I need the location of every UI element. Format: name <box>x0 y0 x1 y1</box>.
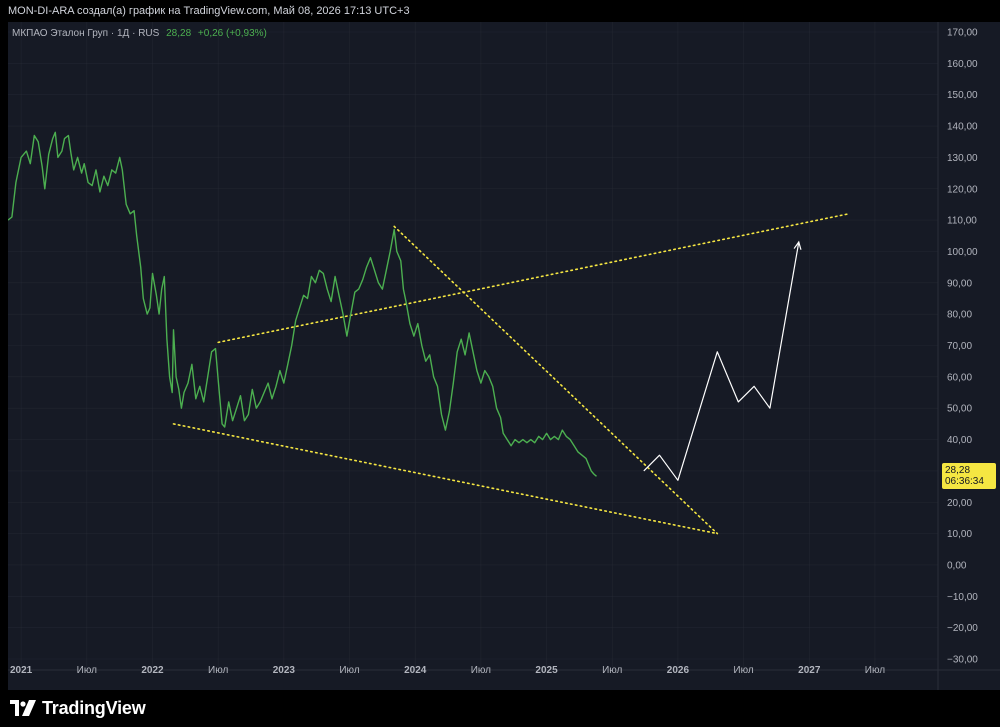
price-tick-label: 0,00 <box>947 560 967 571</box>
price-tick-label: 130,00 <box>947 153 978 164</box>
price-tick-label: 150,00 <box>947 90 978 101</box>
grid-lines <box>8 22 938 670</box>
time-tick-label: Июл <box>208 665 228 676</box>
price-tick-label: −20,00 <box>947 623 978 634</box>
time-tick-label: 2026 <box>667 665 690 676</box>
price-axis[interactable]: 170,00 160,00 150,00 140,00 130,00 120,00 110,… <box>937 22 978 690</box>
symbol-name[interactable]: МКПАО Эталон Груп · 1Д · RUS <box>12 28 160 39</box>
brand-name: TradingView <box>42 697 146 718</box>
projection-path <box>643 241 800 481</box>
price-tick-label: 60,00 <box>947 372 972 383</box>
price-tick-label: 50,00 <box>947 404 972 415</box>
time-tick-label: Июл <box>77 665 97 676</box>
time-tick-label: Июл <box>865 665 885 676</box>
chart-panel[interactable]: 170,00 160,00 150,00 140,00 130,00 120,00 110,… <box>8 22 1000 690</box>
last-price: 28,28 <box>166 28 192 39</box>
price-line <box>8 131 597 477</box>
time-tick-label: Июл <box>602 665 622 676</box>
price-tick-label: 160,00 <box>947 59 978 70</box>
time-tick-label: 2023 <box>273 665 296 676</box>
bottom-bar: TradingView <box>0 690 1000 727</box>
tradingview-icon <box>10 700 36 716</box>
price-tick-label: 100,00 <box>947 247 978 258</box>
price-tick-label: 90,00 <box>947 278 972 289</box>
price-tick-label: 170,00 <box>947 28 978 39</box>
time-tick-label: Июл <box>471 665 491 676</box>
time-axis[interactable]: 2021 Июл 2022 Июл 2023 Июл 2024 Июл 2025 Июл 2026 И… <box>8 665 1000 676</box>
price-change: +0,26 (+0,93%) <box>197 28 267 39</box>
last-price-badge: 28,28 06:36:34 <box>942 463 996 489</box>
price-tick-label: 70,00 <box>947 341 972 352</box>
bar-countdown: 06:36:34 <box>945 476 984 487</box>
projection[interactable] <box>643 240 802 481</box>
price-tick-label: 80,00 <box>947 310 972 321</box>
price-series <box>8 131 597 477</box>
price-tick-label: 40,00 <box>947 435 972 446</box>
price-tick-label: 10,00 <box>947 529 972 540</box>
price-tick-label: 110,00 <box>947 216 977 227</box>
price-tick-label: −10,00 <box>947 592 978 603</box>
price-chart[interactable]: 170,00 160,00 150,00 140,00 130,00 120,00 110,… <box>8 22 1000 690</box>
tradingview-logo[interactable]: TradingView <box>10 695 146 721</box>
time-tick-label: Июл <box>733 665 753 676</box>
author-line: MON-DI-ARA создал(а) график на TradingVi… <box>8 5 410 17</box>
price-tick-label: 140,00 <box>947 122 978 133</box>
time-tick-label: 2024 <box>404 665 427 676</box>
price-tick-label: −30,00 <box>947 655 978 666</box>
time-tick-label: 2022 <box>141 665 164 676</box>
trendline <box>393 225 719 535</box>
time-tick-label: 2021 <box>10 665 33 676</box>
trendlines[interactable] <box>172 213 850 535</box>
trendline <box>217 213 850 344</box>
time-tick-label: Июл <box>339 665 359 676</box>
symbol-legend[interactable]: МКПАО Эталон Груп · 1Д · RUS 28,28 +0,26… <box>12 28 267 39</box>
top-bar: MON-DI-ARA создал(а) график на TradingVi… <box>0 0 1000 22</box>
last-price-badge-value: 28,28 <box>945 465 971 476</box>
price-tick-label: 120,00 <box>947 184 978 195</box>
time-tick-label: 2027 <box>798 665 821 676</box>
trendline <box>172 423 719 535</box>
price-tick-label: 20,00 <box>947 498 972 509</box>
time-tick-label: 2025 <box>535 665 558 676</box>
projection-arrowhead <box>793 240 802 250</box>
